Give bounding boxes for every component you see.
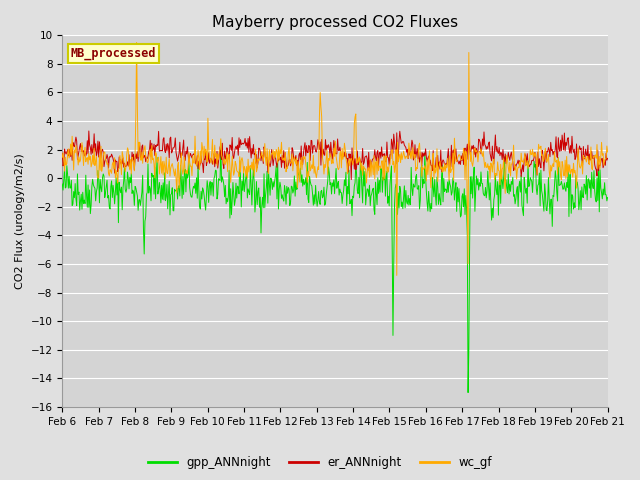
Text: MB_processed: MB_processed <box>70 47 156 60</box>
Legend: gpp_ANNnight, er_ANNnight, wc_gf: gpp_ANNnight, er_ANNnight, wc_gf <box>143 452 497 474</box>
Title: Mayberry processed CO2 Fluxes: Mayberry processed CO2 Fluxes <box>212 15 458 30</box>
Y-axis label: CO2 Flux (urology/m2/s): CO2 Flux (urology/m2/s) <box>15 153 25 289</box>
